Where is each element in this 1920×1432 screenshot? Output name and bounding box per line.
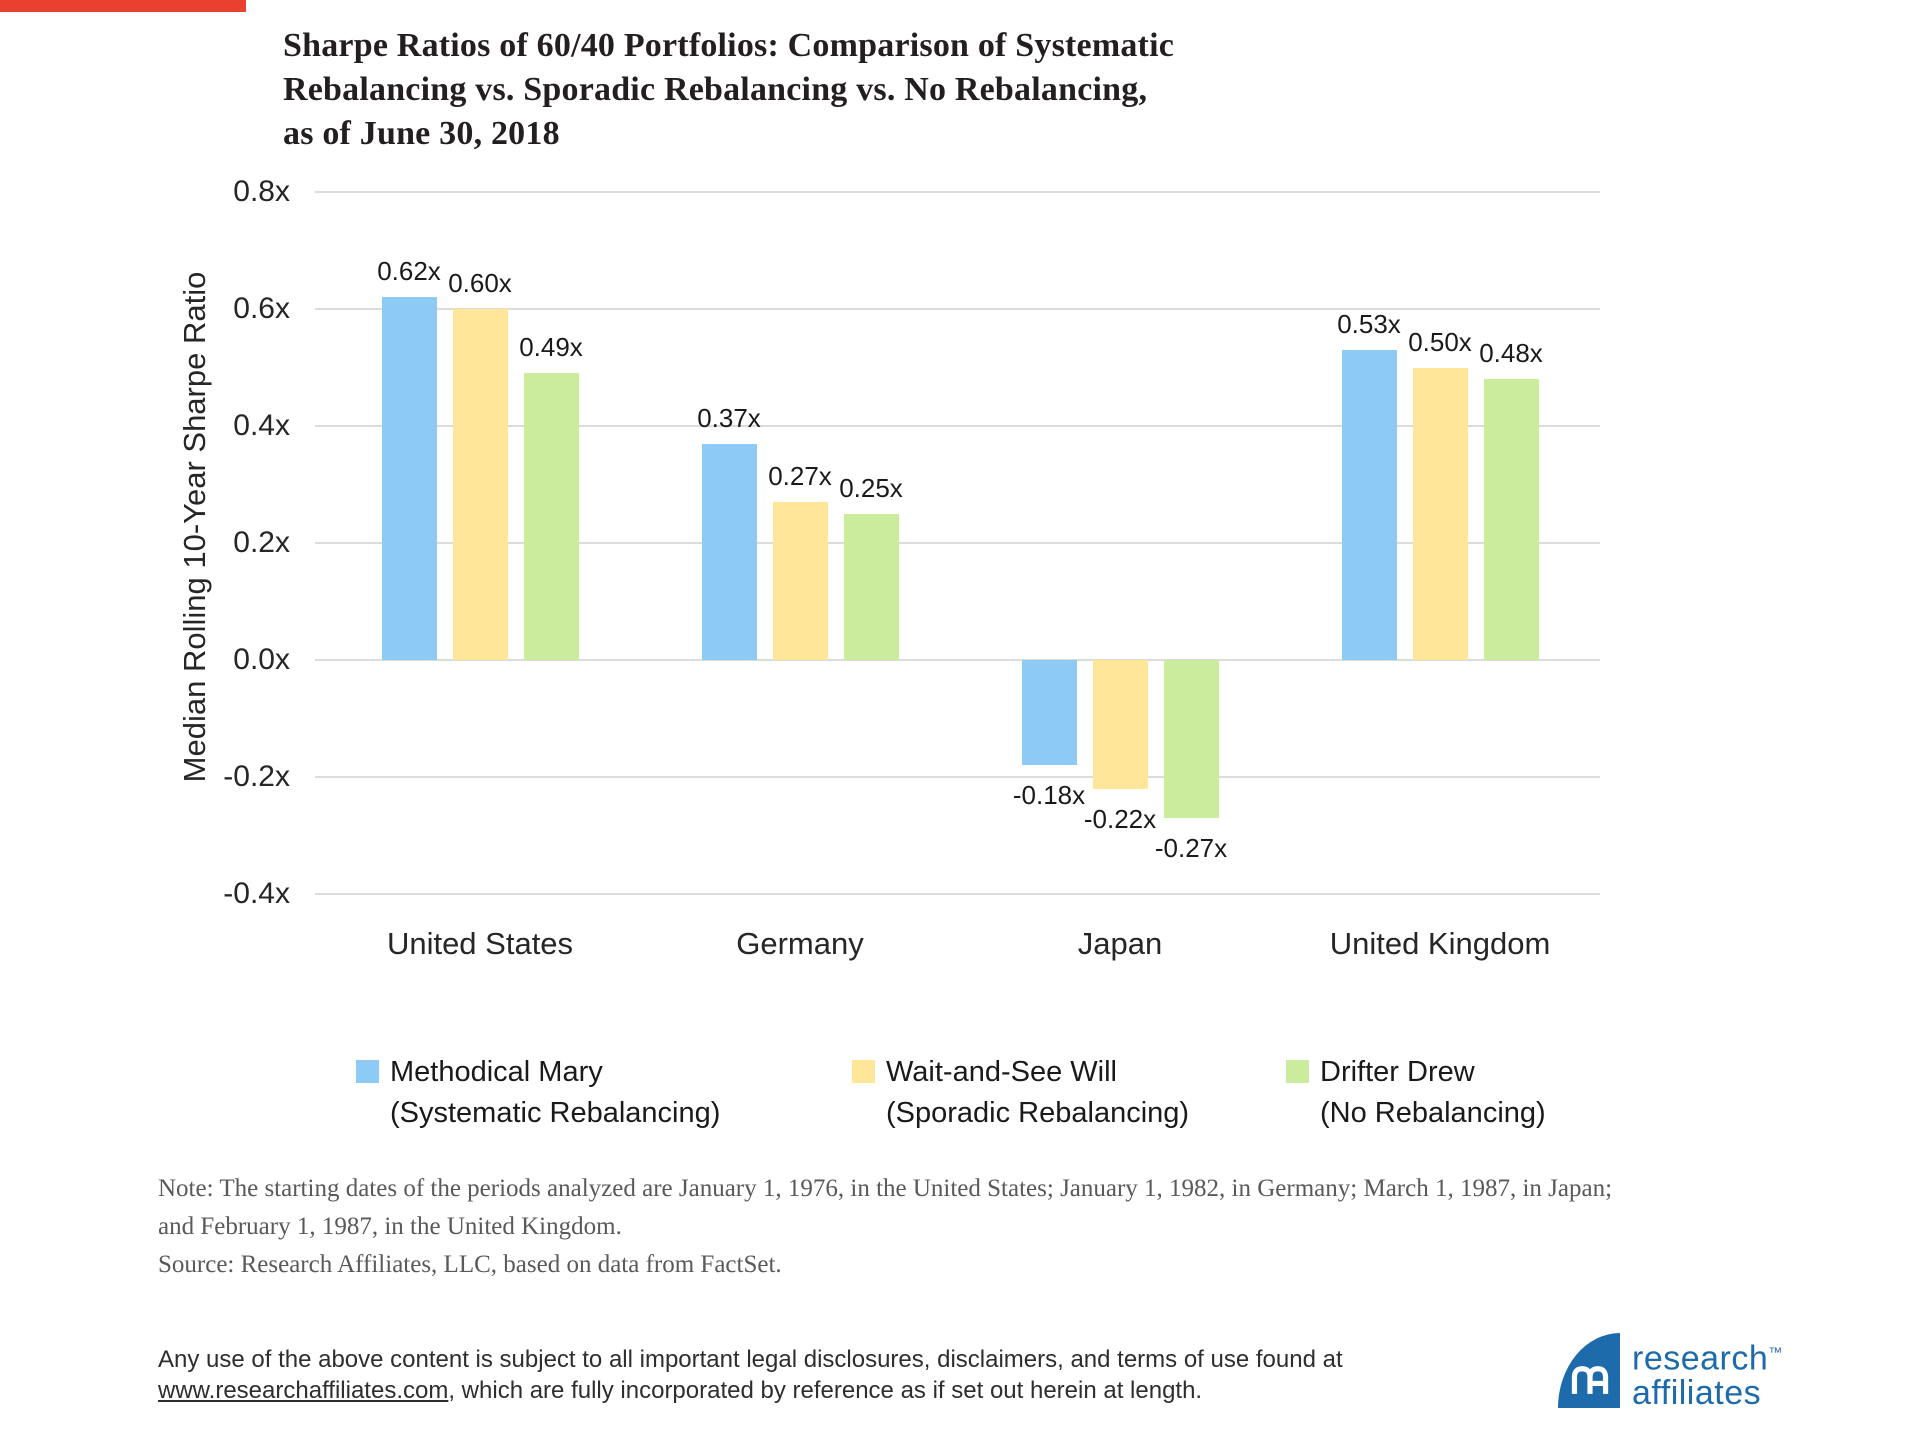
source-line: Source: Research Affiliates, LLC, based … — [158, 1251, 782, 1278]
category-label-united-states: United States — [386, 926, 574, 961]
chart-title-line-3: as of June 30, 2018 — [283, 115, 560, 152]
y-tick-label--0.2x: -0.2x — [223, 760, 290, 793]
disclaimer-line-2: www.researchaffiliates.com, which are fu… — [158, 1375, 1343, 1406]
red-accent-bar — [0, 0, 246, 12]
legend-swatch-icon — [852, 1060, 875, 1083]
bar-wait-and-see-will-united-kingdom — [1412, 367, 1468, 660]
bar-drifter-drew-united-states — [523, 373, 579, 660]
legend-series-name: Methodical Mary — [390, 1056, 603, 1088]
logo-wordmark: research™ affiliates — [1632, 1335, 1783, 1411]
bar-wait-and-see-will-united-states — [452, 309, 508, 660]
chart-title: Sharpe Ratios of 60/40 Portfolios: Compa… — [283, 24, 1383, 156]
bar-value-label: 0.62x — [377, 256, 441, 287]
bar-value-label: 0.48x — [1479, 338, 1543, 369]
bar-value-label: 0.49x — [519, 332, 583, 363]
legend-label: Methodical Mary (Systematic Rebalancing) — [390, 1052, 720, 1134]
legend-item-methodical-mary: Methodical Mary (Systematic Rebalancing) — [356, 1052, 720, 1134]
legend-item-wait-and-see-will: Wait-and-See Will (Sporadic Rebalancing) — [852, 1052, 1189, 1134]
researchaffiliates-link[interactable]: www.researchaffiliates.com — [158, 1377, 449, 1404]
legal-disclaimer: Any use of the above content is subject … — [158, 1344, 1343, 1406]
legend-series-name: Wait-and-See Will — [886, 1056, 1117, 1088]
y-tick-label-0.4x: 0.4x — [233, 409, 290, 442]
legend-label: Wait-and-See Will (Sporadic Rebalancing) — [886, 1052, 1189, 1134]
bar-value-label: -0.27x — [1154, 832, 1228, 863]
disclaimer-line-2-rest: , which are fully incorporated by refere… — [448, 1377, 1203, 1404]
logo-word-research: research — [1632, 1339, 1769, 1378]
footnotes: Note: The starting dates of the periods … — [158, 1170, 1612, 1284]
bar-value-label: -0.18x — [1012, 780, 1086, 811]
legend-series-qualifier: (Sporadic Rebalancing) — [886, 1097, 1190, 1129]
bar-drifter-drew-japan — [1163, 660, 1219, 818]
category-label-japan: Japan — [1077, 926, 1163, 961]
chart-title-line-1: Sharpe Ratios of 60/40 Portfolios: Compa… — [283, 27, 1175, 64]
gridline-0.0x — [315, 659, 1600, 661]
ra-logo-mark-icon — [1558, 1333, 1620, 1408]
note-line-1: Note: The starting dates of the periods … — [158, 1175, 1613, 1202]
y-tick-label-0.2x: 0.2x — [233, 526, 290, 559]
bar-value-label: 0.53x — [1337, 308, 1401, 339]
category-label-germany: Germany — [736, 926, 864, 961]
bar-methodical-mary-united-states — [381, 297, 437, 660]
bar-value-label: 0.25x — [839, 472, 903, 503]
disclaimer-line-1: Any use of the above content is subject … — [158, 1346, 1343, 1373]
ra-monogram-icon — [1571, 1366, 1609, 1394]
bar-value-label: 0.50x — [1408, 326, 1472, 357]
legend-series-qualifier: (Systematic Rebalancing) — [390, 1097, 721, 1129]
logo-word-affiliates: affiliates — [1632, 1374, 1762, 1413]
trademark-symbol: ™ — [1768, 1344, 1783, 1360]
legend-swatch-icon — [356, 1060, 379, 1083]
category-label-united-kingdom: United Kingdom — [1329, 926, 1551, 961]
y-tick-label-0.0x: 0.0x — [233, 643, 290, 676]
bar-wait-and-see-will-japan — [1092, 660, 1148, 789]
gridline-0.2x — [315, 542, 1600, 544]
bar-wait-and-see-will-germany — [772, 502, 828, 660]
bar-methodical-mary-united-kingdom — [1341, 349, 1397, 660]
bar-value-label: 0.60x — [448, 268, 512, 298]
legend-series-qualifier: (No Rebalancing) — [1320, 1097, 1546, 1129]
gridline-0.4x — [315, 425, 1600, 427]
y-tick-label-0.8x: 0.8x — [233, 175, 290, 208]
bar-methodical-mary-germany — [701, 443, 757, 660]
bar-methodical-mary-japan — [1021, 660, 1077, 766]
gridline-0.8x — [315, 191, 1600, 193]
gridline--0.2x — [315, 776, 1600, 778]
gridline--0.4x — [315, 893, 1600, 895]
bar-drifter-drew-united-kingdom — [1483, 379, 1539, 660]
legend-series-name: Drifter Drew — [1320, 1056, 1475, 1088]
y-tick-label-0.6x: 0.6x — [233, 292, 290, 325]
bar-drifter-drew-germany — [843, 513, 899, 660]
bar-value-label: 0.27x — [768, 461, 832, 492]
legend-item-drifter-drew: Drifter Drew (No Rebalancing) — [1286, 1052, 1546, 1134]
gridline-0.6x — [315, 308, 1600, 310]
bar-value-label: -0.22x — [1083, 803, 1157, 834]
research-affiliates-logo: research™ affiliates — [1558, 1333, 1783, 1411]
legend-label: Drifter Drew (No Rebalancing) — [1320, 1052, 1546, 1134]
note-line-2: and February 1, 1987, in the United King… — [158, 1213, 622, 1240]
legend-swatch-icon — [1286, 1060, 1309, 1083]
y-tick-label--0.4x: -0.4x — [223, 877, 290, 910]
bar-value-label: 0.37x — [697, 402, 761, 433]
chart-title-line-2: Rebalancing vs. Sporadic Rebalancing vs.… — [283, 71, 1148, 108]
